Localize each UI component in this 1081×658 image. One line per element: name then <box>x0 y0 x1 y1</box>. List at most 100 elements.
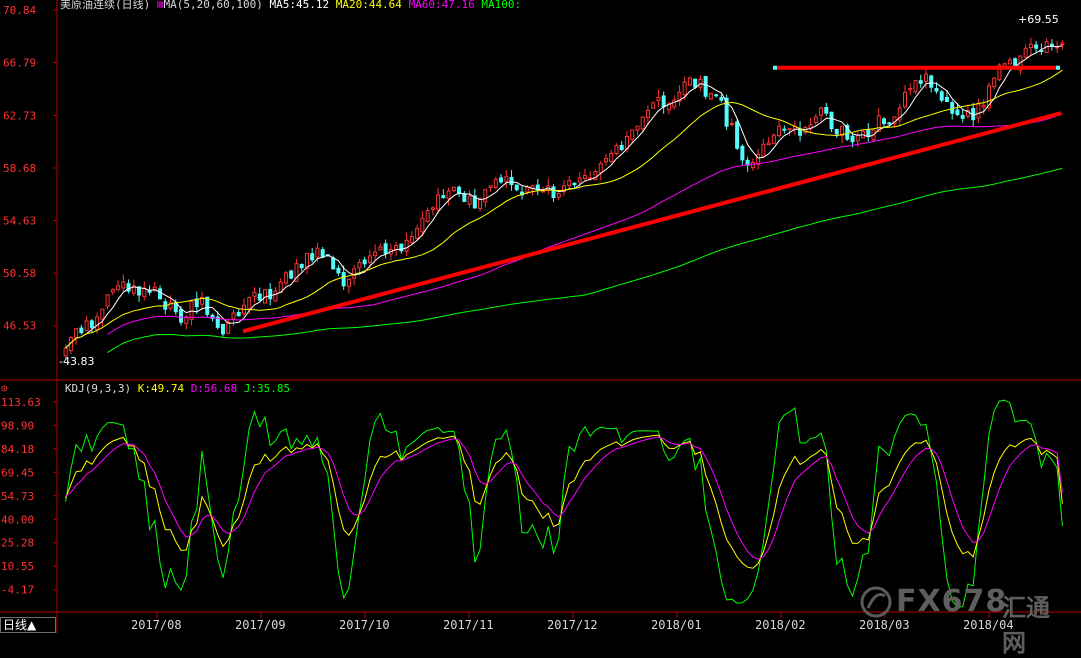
candle-body <box>362 259 367 265</box>
candle-body <box>981 104 986 108</box>
candle-body <box>672 99 677 108</box>
kdj-k-line <box>65 434 1063 569</box>
candle-body <box>116 285 121 290</box>
candle-body <box>100 308 105 320</box>
candle-body <box>84 320 89 332</box>
candle-body <box>619 144 624 151</box>
candle-body <box>661 95 666 108</box>
candle-body <box>887 122 892 125</box>
candle-body <box>357 261 362 269</box>
candle-body <box>89 320 94 328</box>
candle-body <box>876 115 881 132</box>
watermark-logo-icon <box>860 586 892 618</box>
candle-body <box>645 110 650 118</box>
candle-body <box>504 176 509 182</box>
candle-body <box>902 91 907 108</box>
candle-body <box>304 252 309 269</box>
period-button[interactable]: 日线▲ <box>0 617 56 633</box>
candle-body <box>142 287 147 298</box>
candle-body <box>273 290 278 302</box>
candle-body <box>950 102 955 114</box>
candle-body <box>656 97 661 102</box>
candle-body <box>577 177 582 183</box>
kdj-header: ⊙ KDJ(9,3,3) K:49.74 D:56.68 J:35.85 <box>1 383 290 395</box>
candle-body <box>346 278 351 287</box>
candle-body <box>614 145 619 155</box>
period-button-label: 日线▲ <box>3 618 37 632</box>
candle-body <box>834 129 839 135</box>
candle-body <box>719 97 724 101</box>
candle-body <box>289 270 294 279</box>
x-tick-label: 2018/04 <box>963 618 1014 632</box>
low-annotation: -43.83 <box>59 355 94 368</box>
candle-body <box>131 285 136 294</box>
candle-body <box>457 186 462 195</box>
candle-body <box>63 347 68 357</box>
candle-body <box>541 190 546 193</box>
candle-body <box>194 298 199 308</box>
candle-body <box>226 321 231 334</box>
candle-body <box>95 316 100 331</box>
candle-body <box>855 134 860 142</box>
chart-canvas: 70.84 66.79 62.73 58.68 54.63 50.58 46.53 113.6… <box>0 0 1081 633</box>
candle-body <box>897 107 902 121</box>
candle-body <box>74 328 79 339</box>
price-y-tick-label: 58.68 <box>3 162 36 175</box>
candle-body <box>761 143 766 158</box>
candle-body <box>367 255 372 263</box>
kdj-d-line <box>65 436 1063 560</box>
kdj-y-tick-label: 25.28 <box>1 537 34 550</box>
candle-body <box>415 228 420 239</box>
candle-body <box>693 78 698 88</box>
ma-params: MA(5,20,60,100) <box>163 0 263 11</box>
candle-body <box>556 193 561 198</box>
candle-body <box>1023 47 1028 58</box>
price-y-tick-label: 50.58 <box>3 267 36 280</box>
candle-body <box>378 246 383 251</box>
candle-body <box>829 111 834 130</box>
candle-body <box>1060 42 1065 46</box>
kdj-y-tick-label: 84.18 <box>1 443 34 456</box>
candle-body <box>992 77 997 88</box>
candle-body <box>320 249 325 258</box>
kdj-y-tick-label: 98.90 <box>1 419 34 432</box>
kdj-y-tick-label: 69.45 <box>1 466 34 479</box>
candle-body <box>404 239 409 252</box>
price-y-tick-label: 46.53 <box>3 320 36 333</box>
candle-body <box>866 129 871 138</box>
candle-body <box>609 152 614 163</box>
candle-body <box>247 297 252 309</box>
candle-body <box>268 288 273 300</box>
candle-body <box>462 193 467 202</box>
ma60-line <box>107 113 1063 335</box>
candle-body <box>682 81 687 96</box>
candle-body <box>572 182 577 186</box>
x-tick-label: 2017/08 <box>131 618 182 632</box>
candle-body <box>766 142 771 146</box>
candle-body <box>299 263 304 269</box>
candle-body <box>499 177 504 183</box>
candle-body <box>934 88 939 92</box>
candle-body <box>283 272 288 284</box>
candle-body <box>509 177 514 186</box>
candle-body <box>210 314 215 319</box>
candle-body <box>944 96 949 102</box>
candle-body <box>598 163 603 174</box>
candle-body <box>441 195 446 199</box>
candle-body <box>551 186 556 199</box>
candle-body <box>908 87 913 91</box>
candle-body <box>562 185 566 193</box>
candle-body <box>913 80 918 93</box>
watermark: FX678 汇通网 <box>858 582 1068 657</box>
candle-body <box>703 76 708 97</box>
kdj-y-tick-label: 54.73 <box>1 490 34 503</box>
chart-title: 美原油连续(日线) <box>60 0 151 11</box>
candle-body <box>420 217 425 233</box>
candle-body <box>189 300 194 320</box>
candle-body <box>514 184 519 191</box>
candle-body <box>635 125 640 131</box>
candle-body <box>960 114 965 119</box>
candle-body <box>923 73 928 83</box>
candle-body <box>179 309 184 323</box>
candle-body <box>845 124 850 140</box>
